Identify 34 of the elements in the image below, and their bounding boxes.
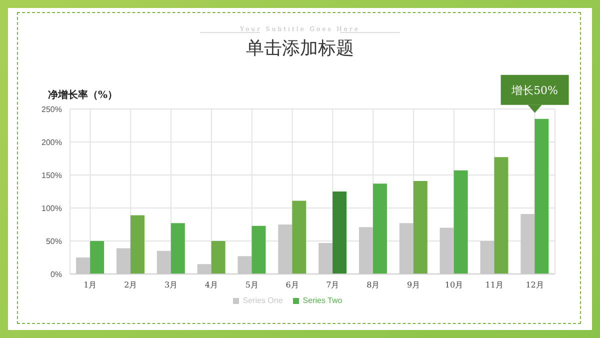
bar xyxy=(130,215,144,274)
y-axis-title: 净增长率（%） xyxy=(48,88,118,102)
legend-label: Series Two xyxy=(302,296,342,305)
bar xyxy=(292,200,306,274)
x-tick-label: 12月 xyxy=(526,280,544,290)
x-tick-label: 7月 xyxy=(326,280,340,290)
chart-title: 单击添加标题 xyxy=(245,37,355,60)
x-tick-label: 5月 xyxy=(245,280,258,290)
x-tick-label: 1月 xyxy=(84,280,97,290)
bar xyxy=(413,180,428,274)
bar xyxy=(211,241,226,274)
bar xyxy=(332,192,347,274)
bar xyxy=(494,157,508,274)
bar xyxy=(534,118,549,274)
y-tick-label: 250% xyxy=(42,104,62,114)
bar xyxy=(252,226,266,274)
x-tick-label: 4月 xyxy=(204,280,218,290)
x-tick-label: 11月 xyxy=(485,280,504,290)
x-tick-label: 10月 xyxy=(444,280,464,290)
bar xyxy=(170,223,185,274)
y-tick-label: 150% xyxy=(42,170,62,180)
bar xyxy=(454,170,468,274)
annotation: 增长50% xyxy=(510,84,558,97)
y-tick-label: 0% xyxy=(50,270,62,279)
x-tick-label: 3月 xyxy=(164,280,178,290)
y-tick-label: 200% xyxy=(42,138,62,147)
y-tick-label: 50% xyxy=(46,236,62,246)
x-tick-label: 2月 xyxy=(124,280,138,290)
x-tick-label: 9月 xyxy=(406,280,420,290)
x-tick-label: 6月 xyxy=(286,280,299,290)
y-tick-label: 100% xyxy=(42,204,62,213)
bar xyxy=(372,184,387,274)
bar xyxy=(90,241,104,274)
x-tick-label: 8月 xyxy=(366,280,380,290)
